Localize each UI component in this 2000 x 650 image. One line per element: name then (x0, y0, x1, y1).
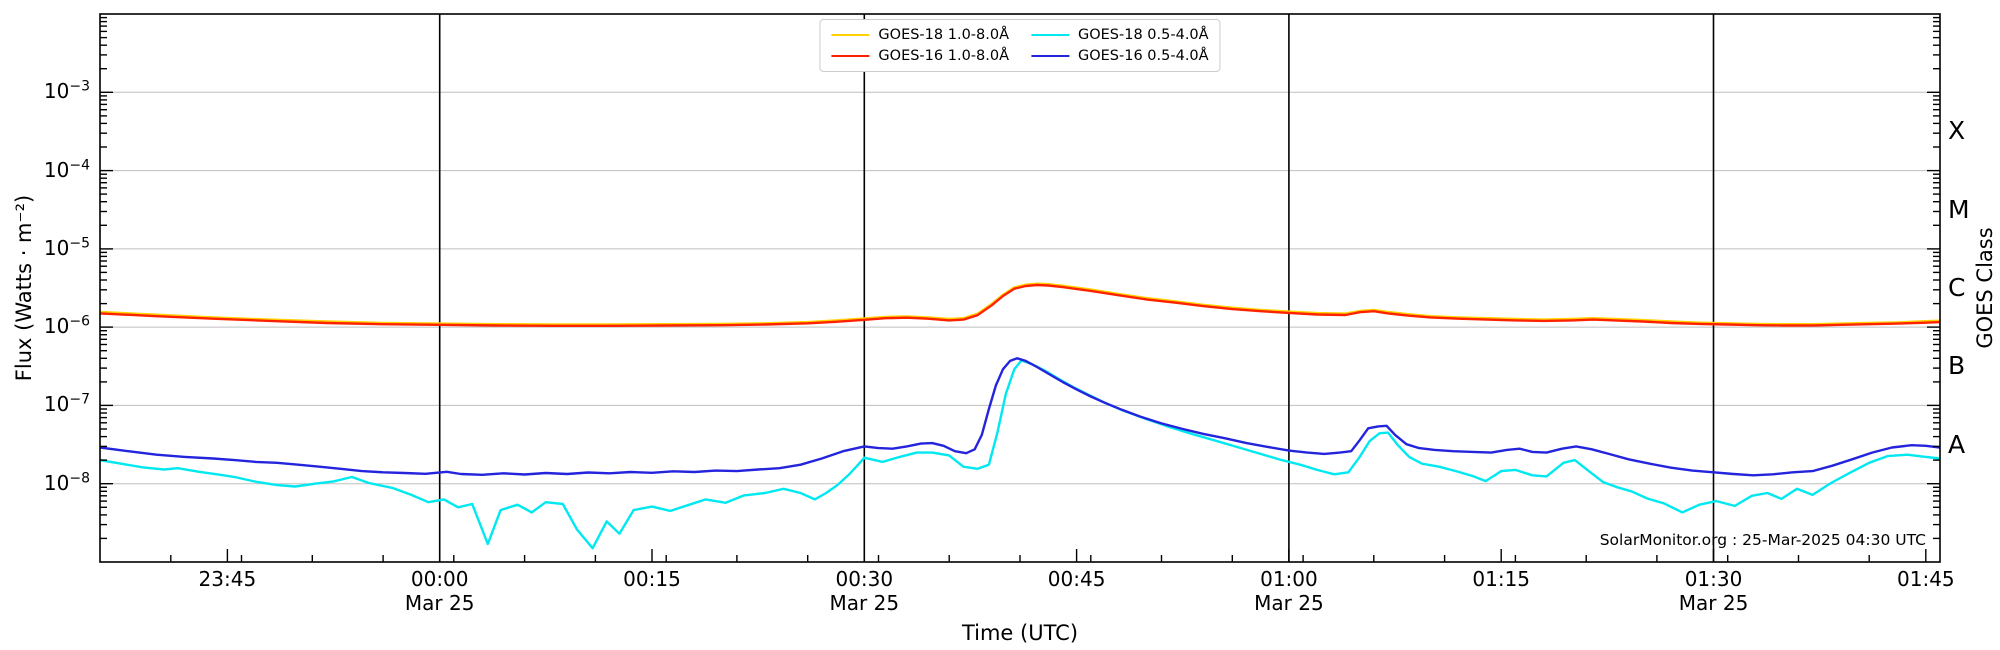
legend-entry: GOES-18 0.5-4.0Å (1031, 27, 1209, 43)
legend-line-swatch (831, 34, 870, 36)
x-tick-label: 01:30 (1684, 567, 1743, 591)
x-tick-day-label: Mar 25 (1254, 591, 1324, 615)
watermark: SolarMonitor.org : 25-Mar-2025 04:30 UTC (1599, 531, 1926, 549)
goes-class-letter-m: M (1948, 194, 1970, 224)
legend-entry-label: GOES-18 0.5-4.0Å (1078, 27, 1209, 43)
goes-class-letter-a: A (1948, 429, 1966, 459)
legend: GOES-18 1.0-8.0Å GOES-18 0.5-4.0Å GOES-16 … (819, 19, 1221, 72)
axis-ticks (100, 16, 1940, 562)
legend-line-swatch (831, 55, 870, 57)
legend-entry-label: GOES-16 0.5-4.0Å (1078, 48, 1209, 64)
y-tick-label: 10−3 (43, 78, 90, 104)
plot-frame (99, 13, 1941, 563)
y-tick-label: 10−8 (43, 470, 90, 495)
x-tick-label: 00:15 (623, 567, 681, 591)
series-lines (100, 282, 1940, 550)
legend-line-swatch (1031, 55, 1069, 57)
y-tick-label: 10−5 (43, 235, 90, 260)
x-tick-day-label: Mar 25 (829, 591, 900, 615)
series-line-goes-18-0-5-4-0 (100, 359, 1940, 550)
x-tick-day-label: Mar 25 (404, 591, 475, 615)
goes-class-letter-x: X (1948, 116, 1966, 146)
x-tick-label: 01:00 (1260, 567, 1318, 591)
legend-entry-label: GOES-16 1.0-8.0Å (878, 48, 1009, 64)
x-tick-label: 00:30 (835, 567, 894, 591)
x-tick-label: 00:00 (410, 567, 469, 591)
goes-class-letter-b: B (1948, 351, 1966, 381)
x-tick-label: 01:15 (1472, 567, 1531, 591)
x-tick-day-label: Mar 25 (1678, 591, 1749, 615)
series-line-goes-16-0-5-4-0 (100, 357, 1940, 477)
legend-entry: GOES-16 1.0-8.0Å (831, 48, 1009, 64)
series-line-goes-18-1-0-8-0 (100, 282, 1940, 326)
legend-entry: GOES-16 0.5-4.0Å (1031, 48, 1209, 64)
y-gridlines (100, 91, 1940, 485)
legend-entry-label: GOES-18 1.0-8.0Å (878, 27, 1009, 43)
legend-entry: GOES-18 1.0-8.0Å (831, 27, 1009, 43)
x-tick-label: 01:45 (1897, 567, 1955, 591)
y-axis-title: Flux (Watts · m⁻²) (12, 194, 36, 382)
y-tick-label: 10−6 (43, 313, 90, 339)
series-line-goes-16-1-0-8-0 (100, 283, 1940, 327)
legend-line-swatch (1031, 34, 1069, 36)
y-axis-right-title: GOES Class (1973, 227, 1997, 349)
x-tick-label: 00:45 (1047, 567, 1106, 591)
x-axis-title: Time (UTC) (961, 621, 1079, 645)
y-tick-label: 10−7 (43, 391, 90, 417)
goes-class-letter-c: C (1948, 272, 1966, 302)
x-tick-label: 23:45 (198, 567, 257, 591)
time-marker-lines (438, 14, 1715, 562)
y-tick-label: 10−4 (43, 157, 90, 182)
